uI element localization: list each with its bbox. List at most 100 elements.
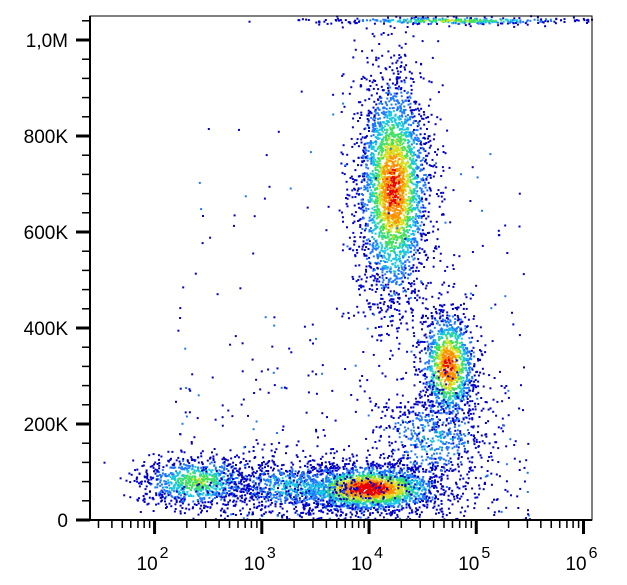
data-point <box>362 311 365 314</box>
data-point <box>295 499 298 502</box>
data-point <box>403 268 406 271</box>
data-point <box>303 498 306 501</box>
data-point <box>384 490 387 493</box>
data-point <box>202 466 205 469</box>
data-point <box>397 326 400 329</box>
data-point <box>208 487 211 490</box>
data-point <box>372 148 375 151</box>
data-point <box>323 493 326 496</box>
data-point <box>331 464 334 466</box>
data-point <box>178 486 180 489</box>
data-point <box>414 221 417 224</box>
data-point <box>368 468 371 471</box>
data-point <box>428 80 431 83</box>
data-point <box>214 479 217 482</box>
data-point <box>245 497 248 500</box>
data-point <box>434 497 437 500</box>
data-point <box>367 516 370 519</box>
data-point <box>369 470 372 473</box>
data-point <box>399 485 402 488</box>
data-point <box>272 474 275 477</box>
data-point <box>258 482 260 485</box>
data-point <box>338 505 341 508</box>
data-point <box>208 492 211 495</box>
data-point <box>149 476 152 479</box>
data-point <box>187 467 190 470</box>
data-point <box>174 503 177 506</box>
data-point <box>376 216 379 219</box>
data-point <box>384 149 387 151</box>
data-point <box>405 154 408 157</box>
data-point <box>169 472 172 475</box>
data-point <box>317 489 320 492</box>
data-point <box>366 483 369 486</box>
data-point <box>391 62 394 65</box>
data-point <box>361 490 364 492</box>
data-point <box>439 483 442 486</box>
data-point <box>222 476 225 479</box>
data-point <box>449 467 452 470</box>
data-point <box>401 226 403 229</box>
data-point <box>328 494 331 497</box>
data-point <box>381 266 384 269</box>
data-point <box>366 155 369 157</box>
data-point <box>434 484 437 487</box>
data-point <box>232 513 235 515</box>
data-point <box>353 492 356 495</box>
data-point <box>178 482 181 485</box>
data-point <box>177 491 180 494</box>
data-point <box>190 485 193 488</box>
data-point <box>172 464 175 467</box>
data-point <box>344 497 347 500</box>
data-point <box>236 477 239 480</box>
data-point <box>378 213 381 216</box>
data-point <box>371 493 374 496</box>
data-point <box>361 193 363 195</box>
data-point <box>373 303 376 306</box>
data-point <box>260 495 263 498</box>
data-point <box>399 144 402 147</box>
data-point <box>282 513 285 516</box>
data-point <box>277 480 280 482</box>
data-point <box>307 481 309 484</box>
data-point <box>399 147 402 150</box>
data-point <box>359 474 362 477</box>
data-point <box>252 471 255 474</box>
data-point <box>340 505 343 508</box>
data-point <box>308 512 311 515</box>
data-point <box>389 463 392 466</box>
data-point <box>138 472 141 475</box>
data-point <box>299 474 302 477</box>
data-point <box>363 492 366 495</box>
data-point <box>197 500 200 503</box>
data-point <box>254 483 257 486</box>
data-point <box>257 464 260 466</box>
data-point <box>191 465 194 468</box>
data-point <box>435 512 437 515</box>
data-point <box>400 508 403 511</box>
data-point <box>374 227 377 230</box>
data-point <box>383 125 386 128</box>
data-point <box>221 491 224 494</box>
data-point <box>373 483 376 486</box>
data-point <box>160 483 163 486</box>
data-point <box>419 501 422 503</box>
data-point <box>211 469 214 472</box>
data-point <box>418 151 421 154</box>
data-point <box>352 80 355 83</box>
data-point <box>264 473 267 476</box>
data-point <box>435 467 438 470</box>
data-point <box>370 230 373 233</box>
data-point <box>360 507 363 510</box>
data-point <box>312 512 315 515</box>
data-point <box>379 507 382 510</box>
data-point <box>280 500 283 503</box>
data-point <box>416 491 419 494</box>
data-point <box>343 492 346 495</box>
data-point <box>177 496 180 499</box>
data-point <box>339 514 342 517</box>
data-point <box>210 494 213 497</box>
data-point <box>364 224 367 227</box>
data-point <box>457 465 460 468</box>
data-point <box>202 473 205 476</box>
